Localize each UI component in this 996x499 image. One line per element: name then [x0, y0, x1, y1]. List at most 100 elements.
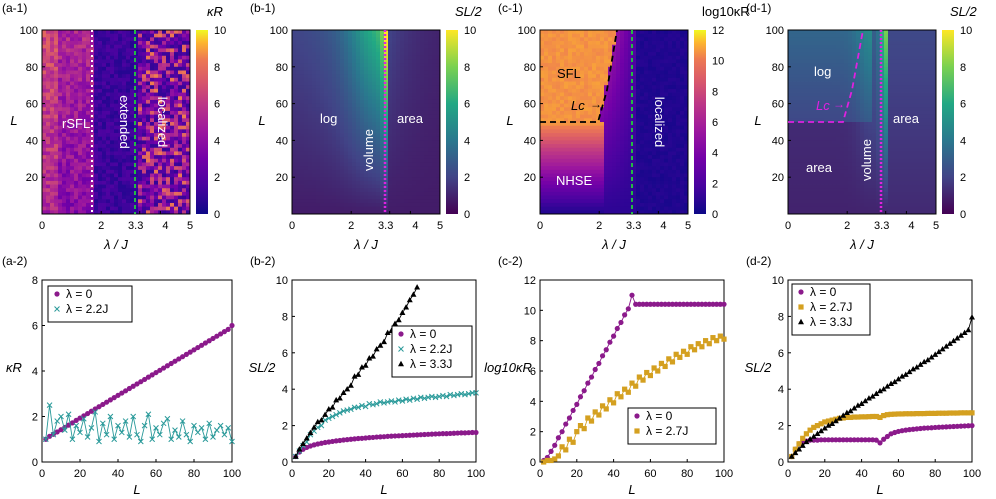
heatmap-cell — [592, 180, 597, 185]
heatmap-cell — [54, 133, 59, 138]
heatmap-cell — [300, 184, 305, 189]
heatmap-cell — [620, 173, 625, 178]
heatmap-cell — [608, 147, 613, 152]
heatmap-cell — [312, 188, 317, 193]
heatmap-cell — [158, 70, 163, 75]
heatmap-cell — [106, 169, 111, 174]
heatmap-cell — [312, 191, 317, 196]
heatmap-cell — [110, 147, 115, 152]
heatmap-cell — [420, 33, 425, 38]
heatmap-cell — [90, 136, 95, 141]
heatmap-cell — [636, 55, 641, 60]
heatmap-cell — [46, 55, 51, 60]
heatmap-cell — [576, 151, 581, 156]
heatmap-cell — [560, 122, 565, 127]
heatmap-cell — [564, 144, 569, 149]
heatmap-cell — [368, 88, 373, 93]
heatmap-cell — [146, 88, 151, 93]
heatmap-cell — [364, 52, 369, 57]
heatmap-cell — [46, 52, 51, 57]
heatmap-cell — [372, 52, 377, 57]
heatmap-cell — [380, 88, 385, 93]
heatmap-cell — [54, 173, 59, 178]
heatmap-cell — [308, 173, 313, 178]
heatmap-cell — [142, 177, 147, 182]
heatmap-cell — [364, 70, 369, 75]
heatmap-cell — [576, 74, 581, 79]
heatmap-cell — [604, 173, 609, 178]
heatmap-cell — [66, 110, 71, 116]
heatmap-cell — [552, 70, 557, 75]
heatmap-cell — [336, 63, 341, 68]
heatmap-cell — [340, 41, 345, 46]
heatmap-cell — [412, 66, 417, 71]
heatmap-cell — [544, 33, 549, 38]
heatmap-cell — [82, 162, 87, 167]
heatmap-cell — [46, 118, 51, 123]
heatmap-cell — [182, 92, 187, 97]
heatmap-cell — [296, 155, 301, 160]
heatmap-cell — [620, 66, 625, 71]
heatmap-cell — [392, 63, 397, 68]
heatmap-cell — [54, 52, 59, 57]
heatmap-cell — [396, 173, 401, 178]
heatmap-cell — [564, 48, 569, 53]
heatmap-cell — [182, 99, 187, 104]
heatmap-cell — [420, 85, 425, 90]
heatmap-cell — [186, 195, 191, 200]
heatmap-cell — [628, 37, 633, 42]
heatmap-cell — [388, 125, 393, 130]
heatmap-cell — [118, 147, 123, 152]
heatmap-cell — [162, 199, 167, 204]
heatmap-cell — [70, 37, 75, 42]
heatmap-cell — [300, 173, 305, 178]
heatmap-cell — [352, 118, 357, 123]
heatmap-cell — [548, 158, 553, 163]
heatmap-cell — [158, 199, 163, 204]
heatmap-cell — [556, 37, 561, 42]
heatmap-cell — [328, 77, 333, 82]
heatmap-cell — [122, 88, 127, 93]
heatmap-cell — [304, 114, 309, 119]
heatmap-cell — [106, 155, 111, 160]
heatmap-cell — [328, 184, 333, 189]
heatmap-cell — [600, 30, 605, 35]
heatmap-cell — [66, 195, 71, 200]
heatmap-cell — [352, 199, 357, 204]
heatmap-cell — [588, 180, 593, 185]
heatmap-cell — [540, 162, 545, 167]
heatmap-cell — [356, 118, 361, 123]
heatmap-cell — [408, 184, 413, 189]
heatmap-cell — [540, 114, 545, 119]
heatmap-cell — [186, 202, 191, 208]
heatmap-cell — [138, 77, 143, 82]
heatmap-cell — [424, 166, 429, 171]
heatmap-cell — [98, 74, 103, 79]
heatmap-cell — [154, 85, 159, 90]
heatmap-cell — [62, 184, 67, 189]
heatmap-cell — [368, 166, 373, 171]
heatmap-cell — [106, 147, 111, 152]
heatmap-cell — [300, 118, 305, 123]
heatmap-cell — [416, 195, 421, 200]
heatmap-cell — [592, 166, 597, 171]
heatmap-cell — [70, 180, 75, 185]
heatmap-cell — [436, 74, 441, 79]
heatmap-cell — [608, 110, 613, 116]
heatmap-cell — [412, 125, 417, 130]
heatmap-cell — [178, 81, 183, 86]
heatmap-cell — [138, 202, 143, 208]
heatmap-cell — [372, 129, 377, 134]
heatmap-cell — [624, 30, 629, 35]
heatmap-cell — [118, 59, 123, 64]
heatmap-cell — [114, 81, 119, 86]
heatmap-cell — [556, 166, 561, 171]
heatmap-cell — [66, 85, 71, 90]
heatmap-cell — [584, 180, 589, 185]
heatmap-cell — [292, 169, 297, 174]
heatmap-cell — [126, 85, 131, 90]
heatmap-cell — [86, 107, 91, 112]
heatmap-cell — [400, 88, 405, 93]
heatmap-cell — [412, 41, 417, 46]
heatmap-cell — [70, 88, 75, 93]
